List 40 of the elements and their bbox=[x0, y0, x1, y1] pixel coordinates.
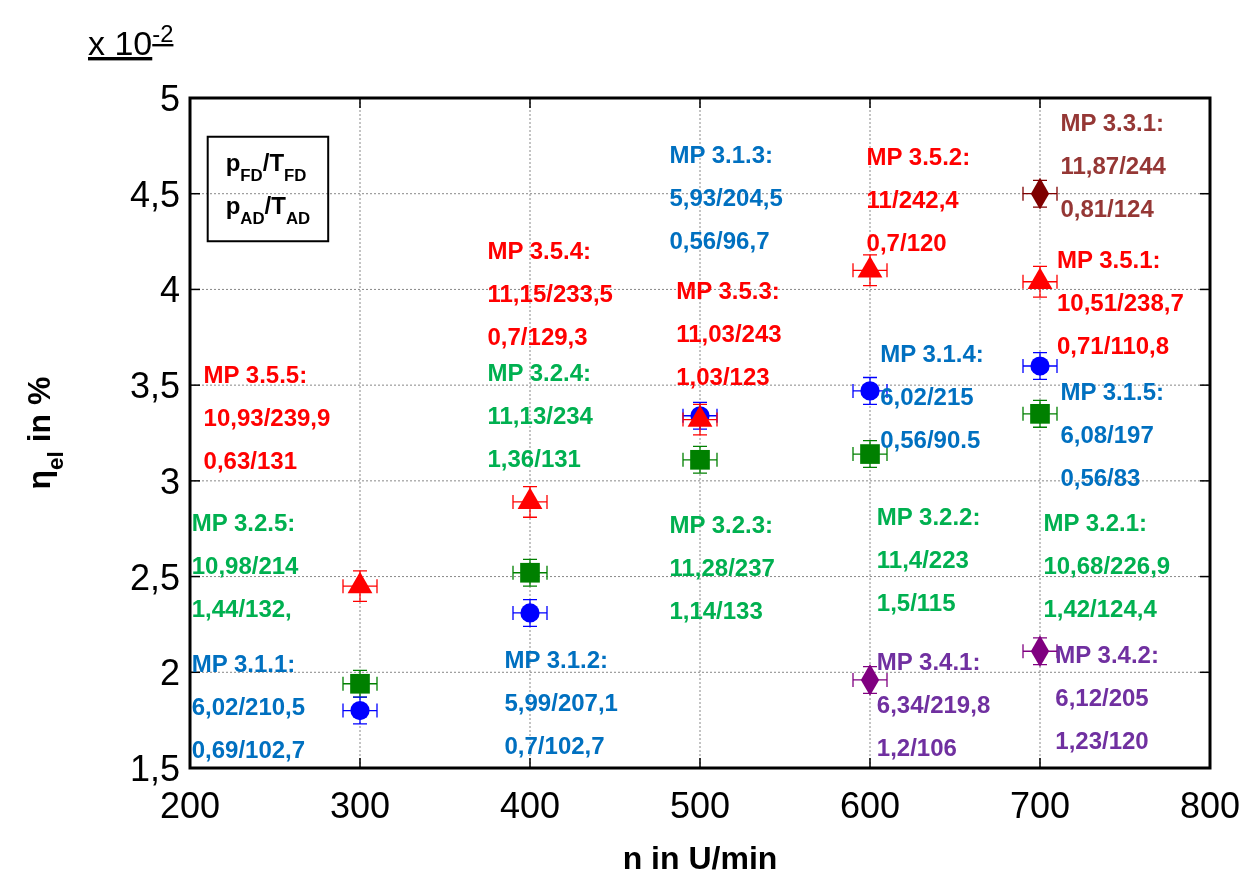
y-tick-label: 3,5 bbox=[129, 365, 180, 407]
annotation: MP 3.2.2: 11,4/223 1,5/115 bbox=[876, 502, 981, 616]
annotation: MP 3.1.3: 5,93/204,5 0,56/96,7 bbox=[669, 141, 783, 255]
point bbox=[1030, 404, 1050, 424]
annotation: MP 3.2.5: 10,98/214 1,44/132, bbox=[191, 508, 300, 622]
x-tick-label: 500 bbox=[669, 785, 731, 826]
point bbox=[860, 444, 880, 464]
point bbox=[350, 700, 370, 721]
annotation: MP 3.5.5: 10,93/239,9 0,63/131 bbox=[203, 361, 331, 475]
point bbox=[860, 381, 880, 401]
point bbox=[520, 603, 540, 623]
annotation: MP 3.1.5: 6,08/197 0,56/83 bbox=[1060, 378, 1165, 492]
x-tick-label: 400 bbox=[499, 785, 561, 826]
x-tick-label: 300 bbox=[329, 785, 391, 826]
y-tick-label: 3 bbox=[159, 460, 180, 502]
annotation: MP 3.1.1: 6,02/210,5 0,69/102,7 bbox=[191, 650, 306, 764]
annotation: MP 3.4.1: 6,34/219,8 1,2/106 bbox=[876, 648, 991, 762]
annotation: MP 3.1.2: 5,99/207,1 0,7/102,7 bbox=[504, 646, 618, 760]
y-tick-label: 5 bbox=[159, 78, 180, 119]
annotation: MP 3.4.2: 6,12/205 1,23/120 bbox=[1055, 640, 1159, 754]
x-tick-label: 700 bbox=[1009, 785, 1071, 826]
x-tick-label: 600 bbox=[839, 785, 901, 826]
annotation: MP 3.3.1: 11,87/244 0,81/124 bbox=[1060, 108, 1167, 222]
point bbox=[1030, 356, 1050, 376]
annotation: MP 3.2.4: 11,13/234 1,36/131 bbox=[487, 359, 594, 473]
text: p$_{FD}$/T$_{FD}$ p$_{AD}$/T$_{AD}$ bbox=[225, 148, 311, 228]
y-tick-label: 2 bbox=[159, 652, 180, 694]
annotation: MP 3.2.1: 10,68/226,9 1,42/124,4 bbox=[1043, 508, 1171, 622]
annotation: MP 3.5.1: 10,51/238,7 0,71/110,8 bbox=[1057, 246, 1184, 360]
annotation: MP 3.5.4: 11,15/233,5 0,7/129,3 bbox=[487, 236, 613, 350]
x-tick-label: 800 bbox=[1179, 785, 1241, 826]
y-tick-label: 2,5 bbox=[129, 556, 180, 598]
annotation: MP 3.5.3: 11,03/243 1,03/123 bbox=[676, 277, 782, 390]
annotation: MP 3.2.3: 11,28/237 1,14/133 bbox=[669, 510, 775, 624]
y-tick-label: 4,5 bbox=[129, 173, 180, 215]
annotation: MP 3.5.2: 11/242,4 0,7/120 bbox=[866, 143, 971, 256]
annotation: MP 3.1.4: 6,02/215 0,56/90.5 bbox=[880, 340, 984, 454]
text: x 10$^{-2}$ bbox=[88, 19, 174, 62]
y-tick-label: 4 bbox=[159, 269, 180, 311]
x-axis-title: n in U/min bbox=[622, 840, 778, 876]
